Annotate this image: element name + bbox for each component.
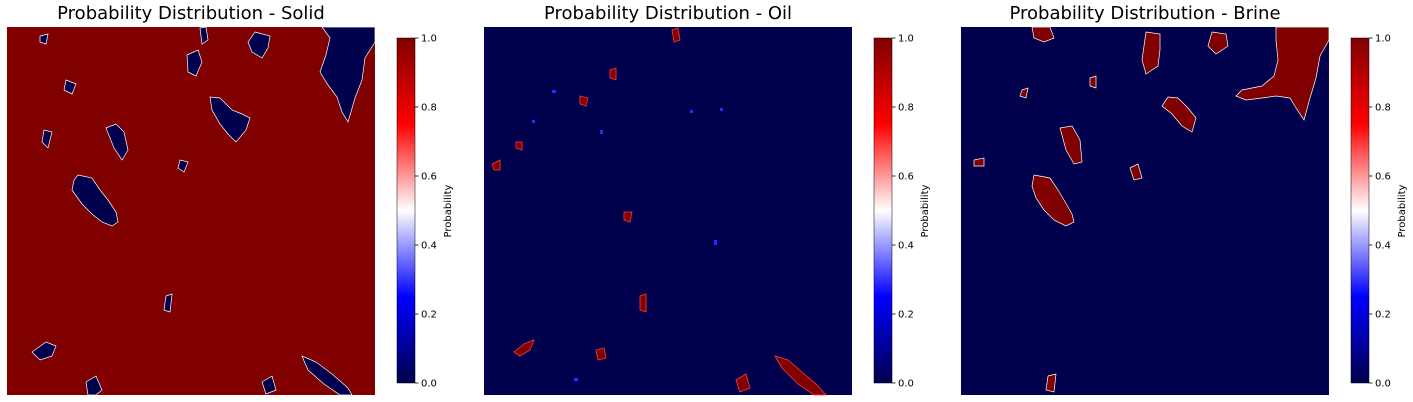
colorbar-brine-label: Probability <box>1397 184 1408 237</box>
feature-brine-3 <box>1059 125 1083 165</box>
pore-solid-3 <box>209 96 251 143</box>
feature-brine-6 <box>1031 26 1055 43</box>
colorbar-brine: 0.0 0.2 0.4 0.6 0.8 1.0 Probability <box>1350 34 1408 390</box>
pore-solid-2 <box>71 174 119 227</box>
feature-oil-8 <box>623 211 633 223</box>
speckle-oil-2 <box>532 120 535 123</box>
colorbar-oil: 0.0 0.2 0.4 0.6 0.8 1.0 Probability <box>873 34 931 390</box>
colorbar-tick-label: 0.2 <box>1375 310 1391 321</box>
feature-oil-6 <box>579 95 589 107</box>
colorbar-solid-bar <box>396 37 416 384</box>
pore-solid-7 <box>301 355 353 396</box>
colorbar-oil-label: Probability <box>920 184 931 237</box>
colorbar-tick-label: 0.8 <box>421 103 437 114</box>
colorbar-tick-label: 1.0 <box>1375 34 1391 45</box>
feature-brine-12 <box>973 157 985 167</box>
pore-solid-4 <box>247 31 271 59</box>
colorbar-solid-label: Probability <box>443 184 454 237</box>
pore-solid-6 <box>105 123 129 161</box>
colorbar-tick-label: 0.4 <box>1375 241 1391 252</box>
feature-brine-10 <box>1045 373 1057 393</box>
feature-oil-9 <box>515 141 523 151</box>
feature-brine-2 <box>1031 174 1075 227</box>
panel-title-brine: Probability Distribution - Brine <box>1009 3 1281 24</box>
heatmap-oil-features <box>491 27 827 396</box>
heatmap-brine-features <box>973 26 1330 393</box>
pore-solid-5 <box>186 49 203 77</box>
pore-solid-14 <box>199 26 209 45</box>
heatmap-brine <box>961 26 1330 395</box>
pore-solid-15 <box>163 293 173 313</box>
colorbar-tick-label: 0.2 <box>421 310 437 321</box>
feature-brine-1 <box>1235 26 1330 121</box>
colorbar-tick-label: 0.0 <box>1375 379 1391 390</box>
speckle-oil-6 <box>574 378 578 381</box>
feature-brine-5 <box>1141 31 1161 75</box>
colorbar-tick-label: 0.6 <box>1375 172 1391 183</box>
feature-oil-5 <box>639 293 647 313</box>
pore-solid-12 <box>41 129 53 149</box>
feature-brine-7 <box>1207 31 1229 55</box>
heatmap-solid-pores <box>31 26 376 396</box>
colorbar-brine-ticks: 0.0 0.2 0.4 0.6 0.8 1.0 <box>1369 34 1391 390</box>
speckle-oil-3 <box>600 130 603 134</box>
feature-oil-10 <box>671 27 681 43</box>
pore-solid-13 <box>177 159 189 173</box>
heatmap-oil-background <box>484 27 852 395</box>
pore-solid-9 <box>85 375 103 396</box>
panel-title-solid: Probability Distribution - Solid <box>57 3 325 24</box>
colorbar-tick-label: 0.6 <box>898 172 914 183</box>
pore-solid-8 <box>31 341 57 361</box>
colorbar-tick-label: 0.8 <box>898 103 914 114</box>
feature-brine-9 <box>1089 75 1097 89</box>
feature-brine-8 <box>1129 163 1143 181</box>
colorbar-oil-ticks: 0.0 0.2 0.4 0.6 0.8 1.0 <box>892 34 914 390</box>
heatmap-oil-speckles <box>532 90 723 381</box>
colorbar-tick-label: 0.6 <box>421 172 437 183</box>
feature-brine-11 <box>1019 87 1029 99</box>
speckle-oil-1 <box>552 90 556 93</box>
colorbar-tick-label: 0.0 <box>421 379 437 390</box>
colorbar-tick-label: 0.4 <box>898 241 914 252</box>
pore-solid-1 <box>319 26 376 123</box>
colorbar-oil-bar <box>873 37 893 384</box>
speckle-oil-5 <box>690 110 693 113</box>
pore-solid-10 <box>261 375 277 395</box>
feature-oil-11 <box>609 67 617 81</box>
panel-title-oil: Probability Distribution - Oil <box>544 3 792 24</box>
feature-oil-4 <box>595 347 607 361</box>
feature-oil-2 <box>513 339 535 357</box>
colorbar-tick-label: 0.4 <box>421 241 437 252</box>
feature-brine-4 <box>1161 96 1197 133</box>
colorbar-solid-ticks: 0.0 0.2 0.4 0.6 0.8 1.0 <box>415 34 437 390</box>
pore-solid-11 <box>63 79 77 95</box>
feature-oil-1 <box>774 355 827 396</box>
colorbar-tick-label: 1.0 <box>421 34 437 45</box>
colorbar-tick-label: 0.0 <box>898 379 914 390</box>
heatmap-solid <box>7 26 376 396</box>
colorbar-brine-bar <box>1350 37 1370 384</box>
speckle-oil-7 <box>720 108 723 111</box>
colorbar-tick-label: 0.8 <box>1375 103 1391 114</box>
speckle-oil-4 <box>714 240 717 245</box>
heatmap-solid-background <box>7 27 375 395</box>
feature-oil-7 <box>491 159 501 171</box>
heatmap-oil <box>484 27 852 396</box>
pore-solid-16 <box>39 33 49 45</box>
colorbar-tick-label: 0.2 <box>898 310 914 321</box>
feature-oil-3 <box>735 373 751 393</box>
colorbar-tick-label: 1.0 <box>898 34 914 45</box>
colorbar-solid: 0.0 0.2 0.4 0.6 0.8 1.0 Probability <box>396 34 454 390</box>
